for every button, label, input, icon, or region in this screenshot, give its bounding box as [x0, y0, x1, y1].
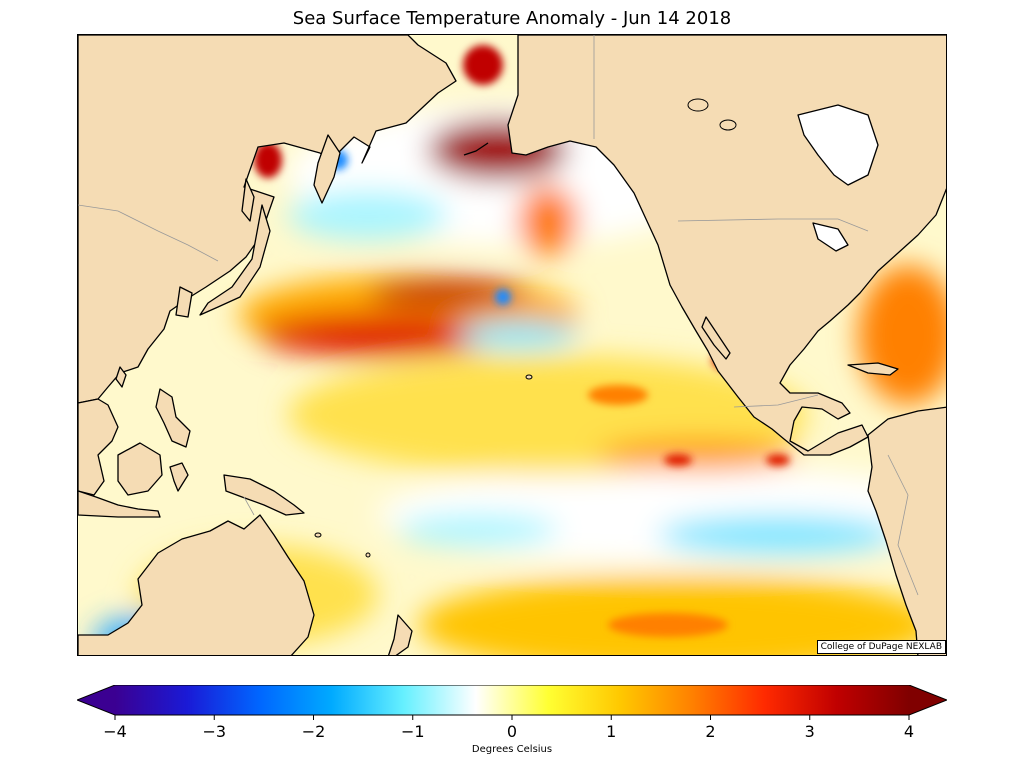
colorbar-tick-label: 2: [705, 722, 715, 741]
colorbar-tick-label: −3: [202, 722, 226, 741]
colorbar-label: Degrees Celsius: [471, 744, 553, 755]
colorbar-tick-label: −4: [103, 722, 127, 741]
land-asia: [78, 35, 457, 404]
colorbar: −4 −3 −2 −1 0 1 2 3 4: [75, 684, 949, 741]
land-baja: [701, 316, 731, 360]
land-korea: [175, 286, 193, 318]
land-sakhalin: [241, 178, 255, 222]
land-sulawesi: [169, 462, 189, 492]
land-new-guinea: [223, 474, 305, 516]
colorbar-tick-label: −1: [401, 722, 425, 741]
colorbar-tick-label: −2: [302, 722, 326, 741]
land-cuba: [847, 362, 899, 376]
land-philippines: [155, 388, 191, 448]
credit-label: College of DuPage NEXLAB: [816, 640, 946, 654]
islands: [314, 98, 737, 558]
land-taiwan: [115, 366, 127, 388]
colorbar-tick-label: 4: [904, 722, 914, 741]
colorbar-gradient: [115, 685, 909, 715]
colorbar-tick-label: 0: [507, 722, 517, 741]
colorbar-tick-label: 3: [805, 722, 815, 741]
land-borneo: [117, 442, 163, 496]
political-borders: [78, 35, 919, 596]
map-canvas: College of DuPage NEXLAB: [78, 35, 946, 655]
hudson-bay: [797, 104, 879, 186]
land-masses: [78, 35, 946, 655]
colorbar-tick-label: 1: [606, 722, 616, 741]
land-java: [78, 490, 161, 518]
land-new-zealand: [387, 614, 413, 655]
colorbar-max-arrow: [909, 685, 947, 715]
colorbar-min-arrow: [77, 685, 115, 715]
land-japan: [199, 204, 271, 316]
land-australia: [78, 514, 315, 655]
sst-anomaly-map: College of DuPage NEXLAB: [77, 34, 947, 656]
colorbar-graphic: −4 −3 −2 −1 0 1 2 3 4: [75, 684, 949, 741]
land-aleutians: [463, 142, 489, 156]
map-title: Sea Surface Temperature Anomaly - Jun 14…: [292, 8, 732, 29]
land-south-america: [867, 406, 946, 655]
great-lakes: [812, 222, 849, 252]
land-kamchatka: [313, 134, 341, 204]
